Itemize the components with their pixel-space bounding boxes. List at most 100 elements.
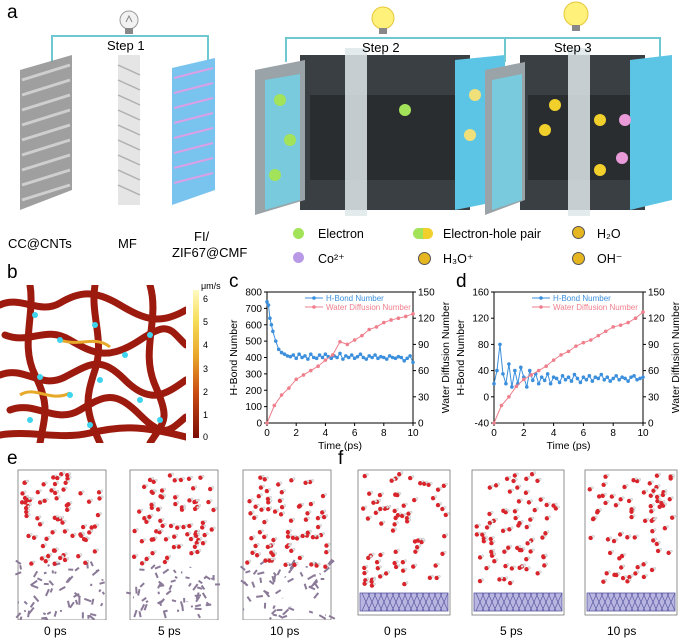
water-hydrogen xyxy=(251,499,253,501)
water-hydrogen xyxy=(399,492,401,494)
panel-f-snapshots xyxy=(345,460,685,620)
data-point xyxy=(309,369,313,373)
data-point xyxy=(498,343,502,347)
water-hydrogen xyxy=(658,485,660,487)
data-point xyxy=(626,321,630,325)
water-hydrogen xyxy=(670,550,672,552)
data-point xyxy=(515,385,519,389)
substrate-bond xyxy=(283,609,289,614)
simulation-box xyxy=(18,470,106,620)
water-hydrogen xyxy=(415,564,417,566)
substrate-bond xyxy=(68,601,70,608)
water-hydrogen xyxy=(177,501,179,503)
water-hydrogen xyxy=(260,494,262,496)
y-left-tick-label: 80 xyxy=(478,340,490,351)
substrate-bond xyxy=(288,579,294,582)
substrate-bond xyxy=(31,585,38,588)
substrate-bond xyxy=(28,611,29,617)
water-hydrogen xyxy=(176,534,178,536)
water-hydrogen xyxy=(196,506,198,508)
data-point xyxy=(589,338,593,342)
substrate-bond xyxy=(169,585,171,589)
water-hydrogen xyxy=(659,548,661,550)
water-hydrogen xyxy=(539,478,541,480)
water-hydrogen xyxy=(508,476,510,478)
legend-h2o-icon xyxy=(572,226,585,239)
water-hydrogen xyxy=(408,515,410,517)
water-hydrogen xyxy=(439,502,441,504)
water-hydrogen xyxy=(383,521,385,523)
water-hydrogen xyxy=(664,503,666,505)
water-hydrogen xyxy=(28,513,30,515)
data-point xyxy=(585,378,589,382)
substrate-bond xyxy=(155,566,161,568)
legend-co2-icon xyxy=(293,252,304,263)
water-hydrogen xyxy=(481,555,483,557)
y-left-tick-label: 700 xyxy=(245,304,262,315)
substrate-bond xyxy=(195,605,201,606)
y-right-tick-label: 120 xyxy=(648,314,665,325)
water-hydrogen xyxy=(495,518,497,520)
water-hydrogen xyxy=(618,572,620,574)
water-hydrogen xyxy=(539,571,541,573)
data-point xyxy=(324,358,328,362)
data-point xyxy=(316,364,320,368)
substrate-bond xyxy=(89,615,94,619)
data-point xyxy=(331,353,335,357)
water-hydrogen xyxy=(412,475,414,477)
water-hydrogen xyxy=(378,499,380,501)
water-hydrogen xyxy=(254,550,256,552)
water-hydrogen xyxy=(314,534,316,536)
data-point xyxy=(353,338,357,342)
water-hydrogen xyxy=(382,574,384,576)
substrate-bond xyxy=(273,606,274,609)
water-hydrogen xyxy=(136,528,138,530)
data-point xyxy=(619,323,623,327)
water-hydrogen xyxy=(159,507,161,509)
substrate-bond xyxy=(163,611,168,612)
water-hydrogen xyxy=(143,561,145,563)
water-hydrogen xyxy=(168,555,170,557)
water-hydrogen xyxy=(30,533,32,535)
step-2-label: Step 2 xyxy=(362,40,400,55)
substrate-bond xyxy=(101,603,102,606)
substrate-bond xyxy=(139,611,140,617)
water-hydrogen xyxy=(69,473,71,475)
label-zif67-cmf: ZIF67@CMF xyxy=(172,245,247,260)
data-point xyxy=(265,300,269,304)
water-hydrogen xyxy=(528,476,530,478)
water-hydrogen xyxy=(44,543,46,545)
water-hydrogen xyxy=(491,485,493,487)
water-hydrogen xyxy=(504,528,506,530)
y-right-axis-label: Water Diffusion Number xyxy=(440,301,452,413)
data-point xyxy=(315,357,319,361)
water-hydrogen xyxy=(367,578,369,580)
water-hydrogen xyxy=(557,506,559,508)
water-hydrogen xyxy=(396,560,398,562)
substrate-bond xyxy=(163,569,169,573)
legend-label: Water Diffusion Number xyxy=(553,303,638,312)
mf-membrane xyxy=(118,55,140,205)
water-hydrogen xyxy=(364,506,366,508)
data-point xyxy=(507,395,511,399)
water-hydrogen xyxy=(523,564,525,566)
water-hydrogen xyxy=(80,554,82,556)
data-point xyxy=(291,353,295,357)
water-hydrogen xyxy=(64,520,66,522)
water-hydrogen xyxy=(273,550,275,552)
data-point xyxy=(510,385,514,389)
data-point xyxy=(287,386,291,390)
substrate-bond xyxy=(252,582,254,588)
substrate-bond xyxy=(300,572,302,576)
water-hydrogen xyxy=(370,555,372,557)
water-hydrogen xyxy=(153,502,155,504)
water-hydrogen xyxy=(59,517,61,519)
y-right-tick-label: 150 xyxy=(418,288,435,299)
substrate-bond xyxy=(314,593,318,598)
substrate-bond xyxy=(47,612,51,614)
water-hydrogen xyxy=(604,493,606,495)
x-tick-label: 4 xyxy=(323,428,329,439)
data-point xyxy=(402,359,406,363)
substrate-bond xyxy=(245,571,250,572)
step2-device xyxy=(255,48,505,216)
